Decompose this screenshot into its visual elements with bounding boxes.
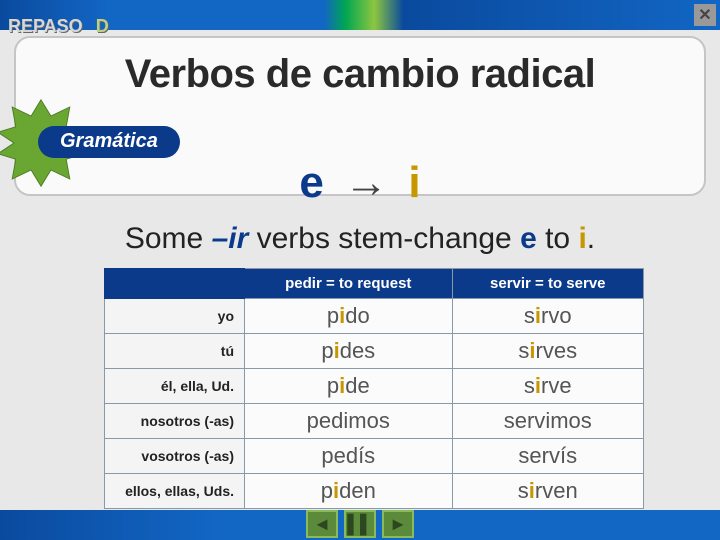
rule-from: e: [299, 158, 323, 207]
section-label: REPASO D: [8, 16, 109, 37]
pronoun-cell: tú: [105, 334, 245, 369]
txt: Some: [125, 222, 212, 255]
servir-cell: servís: [452, 439, 643, 474]
pedir-cell: pides: [245, 334, 453, 369]
servir-cell: sirven: [452, 474, 643, 509]
col-header-servir: servir = to serve: [452, 269, 643, 299]
table-row: vosotros (-as)pedísservís: [105, 439, 644, 474]
table-row: ellos, ellas, Uds.pidensirven: [105, 474, 644, 509]
pedir-cell: pido: [245, 299, 453, 334]
table-row: él, ella, Ud.pidesirve: [105, 369, 644, 404]
table-row: yopidosirvo: [105, 299, 644, 334]
repaso-text: REPASO: [8, 16, 83, 36]
gramatica-pill: Gramática: [38, 126, 180, 158]
page-title: Verbos de cambio radical: [16, 52, 704, 97]
pedir-cell: pide: [245, 369, 453, 404]
col-header-pedir: pedir = to request: [245, 269, 453, 299]
txt: .: [587, 222, 595, 255]
rule-to: i: [408, 158, 420, 207]
servir-cell: sirvo: [452, 299, 643, 334]
pedir-cell: pedimos: [245, 404, 453, 439]
i-highlight: i: [578, 222, 586, 255]
repaso-letter: D: [96, 16, 109, 36]
pronoun-cell: él, ella, Ud.: [105, 369, 245, 404]
table-row: túpidessirves: [105, 334, 644, 369]
pedir-cell: piden: [245, 474, 453, 509]
ir-highlight: –ir: [212, 222, 249, 255]
table-row: nosotros (-as)pedimosservimos: [105, 404, 644, 439]
txt: verbs stem-change: [248, 222, 520, 255]
servir-cell: servimos: [452, 404, 643, 439]
servir-cell: sirves: [452, 334, 643, 369]
pedir-cell: pedís: [245, 439, 453, 474]
stem-change-rule: e → i: [0, 158, 720, 208]
pronoun-cell: yo: [105, 299, 245, 334]
prev-button[interactable]: ◄: [306, 510, 338, 538]
arrow-icon: →: [344, 158, 388, 207]
pronoun-cell: nosotros (-as): [105, 404, 245, 439]
home-button[interactable]: ▌▌: [344, 510, 376, 538]
e-highlight: e: [520, 222, 537, 255]
txt: to: [537, 222, 579, 255]
next-button[interactable]: ►: [382, 510, 414, 538]
table-corner: [105, 269, 245, 299]
pronoun-cell: vosotros (-as): [105, 439, 245, 474]
nav-controls: ◄ ▌▌ ►: [306, 510, 414, 538]
pronoun-cell: ellos, ellas, Uds.: [105, 474, 245, 509]
close-icon[interactable]: ✕: [694, 4, 716, 26]
servir-cell: sirve: [452, 369, 643, 404]
explanation-sentence: Some –ir verbs stem-change e to i.: [0, 222, 720, 256]
conjugation-table: pedir = to request servir = to serve yop…: [104, 268, 644, 509]
